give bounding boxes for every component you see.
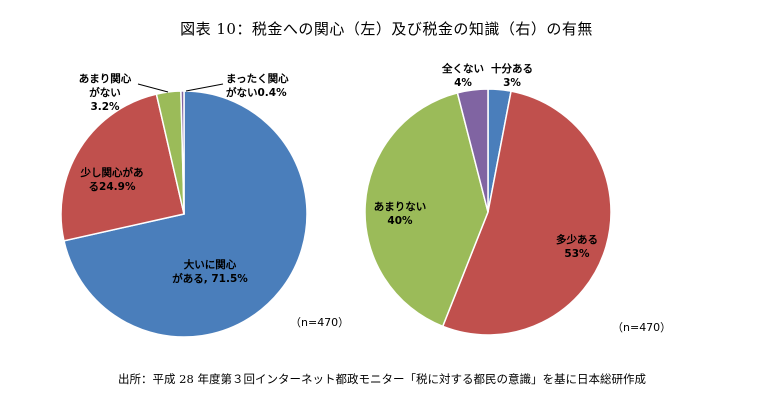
- slice-label: 多少ある 53%: [556, 233, 598, 260]
- pie-slice: [441, 90, 612, 336]
- slice-label: 大いに関心がある, 71.5%: [172, 258, 248, 285]
- slice-label: 全くない 4%: [441, 62, 484, 89]
- pie-chart-2: 十分ある 3% 多少ある 53% あまりない 40% 全くない 4% （n=470）: [364, 62, 671, 336]
- slice-label: あまりない 40%: [374, 200, 427, 227]
- pie-slice: [63, 90, 308, 338]
- source-note: 出所：平成 28 年度第３回インターネット都政モニター「税に対する都民の意識」を…: [118, 372, 646, 386]
- pie-slice: [364, 91, 489, 328]
- sample-size-note: （n=470）: [612, 321, 671, 334]
- pie-slice: [60, 93, 185, 242]
- leader-line: [185, 83, 224, 92]
- slice-label: 十分ある 3%: [491, 62, 533, 89]
- pie-chart-1: 大いに関心がある, 71.5% 少し関心がある24.9% あまり関心がない 3.2% ま…: [60, 72, 349, 338]
- slice-label: まったく関心がない0.4%: [226, 73, 289, 99]
- slice-label: あまり関心がない 3.2%: [79, 72, 132, 113]
- sample-size-note: （n=470）: [290, 316, 349, 329]
- pie-slice: [180, 90, 185, 215]
- leader-line: [137, 83, 169, 93]
- chart-title: 図表 10：税金への関心（左）及び税金の知識（右）の有無: [180, 20, 593, 38]
- pie-slice: [456, 88, 489, 213]
- slice-label: 少し関心がある24.9%: [80, 166, 144, 193]
